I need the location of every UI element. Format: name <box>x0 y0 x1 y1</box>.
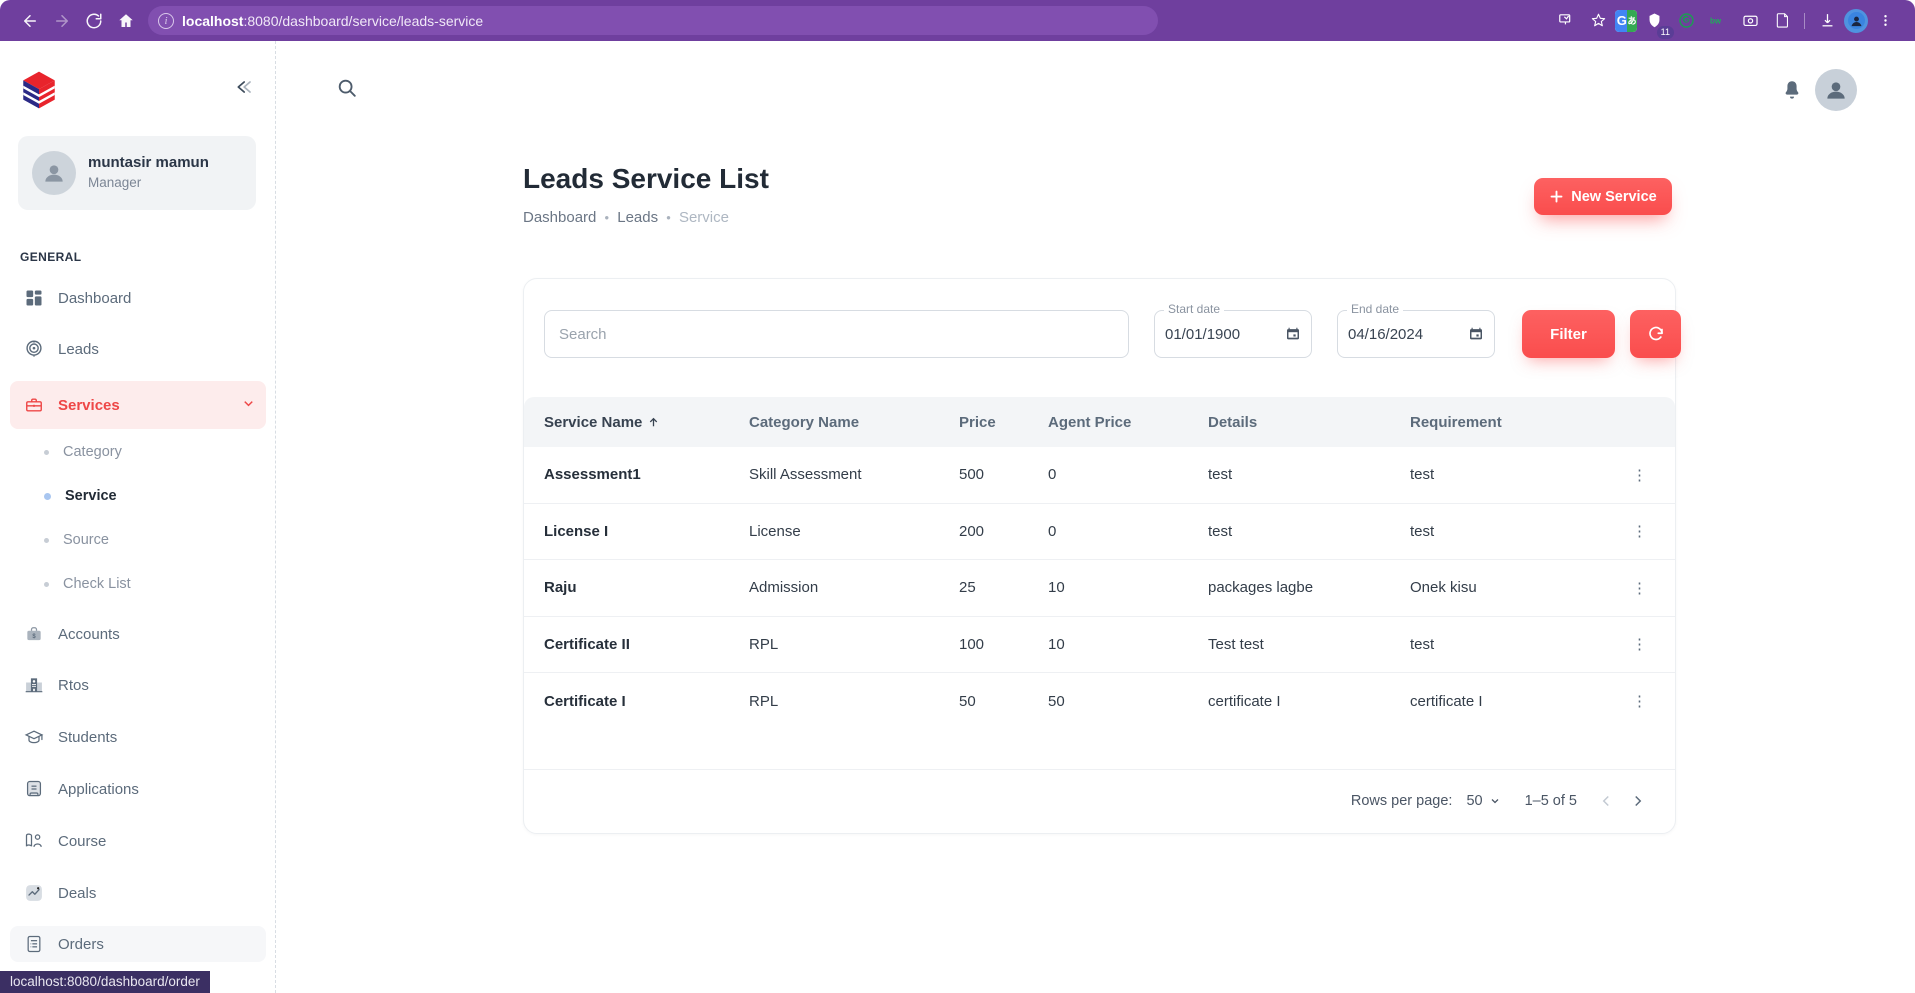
svg-text:bw: bw <box>1710 16 1722 25</box>
